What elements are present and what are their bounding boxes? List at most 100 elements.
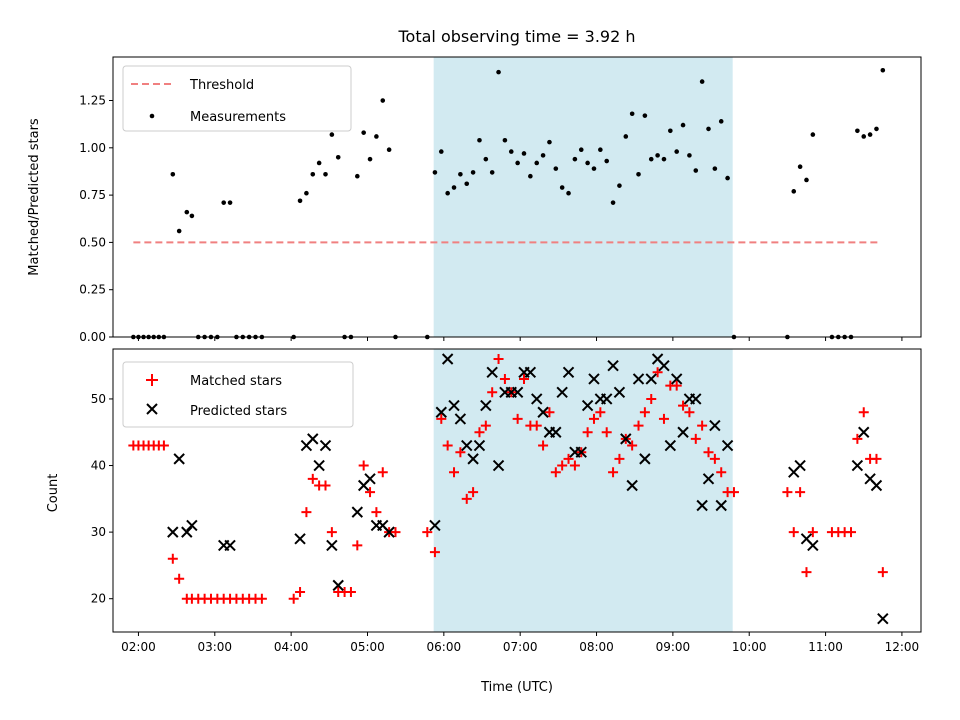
count-panel-marks (128, 353, 889, 625)
matched-point (449, 467, 460, 478)
matched-point (690, 433, 701, 444)
matched-point (531, 420, 542, 431)
matched-point (544, 407, 555, 418)
predicted-point (511, 386, 524, 398)
measurement-point (874, 126, 879, 132)
matched-point (703, 447, 714, 458)
x-tick-label: 09:00 (656, 640, 691, 654)
matched-point (595, 407, 606, 418)
measurement-point (791, 189, 797, 194)
predicted-point (319, 439, 332, 452)
ratio-panel-marks (131, 67, 886, 340)
ratio-y-tick-label: 1.00 (79, 141, 106, 155)
predicted-point (531, 393, 543, 405)
predicted-point (364, 473, 376, 485)
predicted-point (664, 439, 677, 452)
predicted-point (696, 499, 708, 512)
measurement-point (464, 181, 470, 187)
measurement-point (585, 160, 590, 166)
measurement-point (880, 67, 886, 73)
predicted-point (626, 479, 638, 492)
measurement-point (386, 147, 392, 153)
predicted-stars-series (167, 353, 889, 625)
matched-point (601, 427, 612, 438)
predicted-point (461, 439, 473, 452)
x-tick-label: 11:00 (808, 640, 843, 654)
predicted-point (851, 459, 864, 472)
matched-point (639, 407, 650, 418)
ratio-panel-frame (112, 56, 922, 338)
measurement-point (797, 164, 803, 170)
measurement-point (329, 132, 335, 137)
ratio-y-tick-label: 0.50 (79, 235, 106, 249)
matched-point (671, 380, 682, 391)
predicted-point (702, 473, 715, 485)
ratio-panel-x-ticks (137, 337, 903, 341)
matched-point (422, 527, 433, 538)
matched-point (852, 433, 863, 444)
count-y-tick-label: 30 (91, 525, 106, 539)
matched-point (487, 387, 498, 398)
measurement-point (861, 134, 867, 139)
measurement-point (725, 175, 730, 181)
predicted-point (575, 446, 587, 458)
matched-point (499, 373, 510, 384)
measurement-point (489, 170, 495, 175)
count-panel-highlight-span (433, 349, 733, 632)
matched-point (588, 413, 599, 424)
legend-predicted-swatch (146, 403, 158, 415)
measurement-point (445, 190, 450, 196)
measurement-point (483, 156, 489, 162)
x-tick-label: 05:00 (350, 640, 385, 654)
measurement-point (578, 147, 584, 153)
measurement-point (604, 158, 610, 164)
measurement-point (355, 173, 360, 179)
predicted-point (351, 506, 364, 518)
predicted-point (670, 373, 683, 385)
matched-point (877, 567, 888, 578)
matched-point (468, 487, 479, 498)
matched-point (569, 460, 580, 471)
ratio-y-tick-label: 0.25 (79, 283, 106, 297)
measurement-point (470, 170, 476, 175)
measurement-point (458, 171, 463, 177)
matched-point (697, 420, 708, 431)
matched-point (480, 420, 491, 431)
legend-measurements-swatch (149, 113, 155, 119)
measurement-point (648, 156, 654, 162)
count-y-axis-label: Count (46, 474, 61, 513)
count-y-tick-label: 20 (91, 592, 106, 606)
measurement-point (655, 153, 660, 158)
matched-point (442, 440, 453, 451)
matched-point (807, 527, 818, 538)
matched-point (377, 467, 388, 478)
predicted-point (562, 366, 575, 379)
matched-point (493, 353, 504, 364)
measurement-point (438, 149, 444, 154)
matched-point (550, 467, 561, 478)
count-y-tick-label: 50 (91, 392, 106, 406)
matched-point (709, 453, 720, 464)
ratio-y-tick-label: 0.75 (79, 188, 106, 202)
measurement-point (598, 147, 603, 153)
matched-point (301, 507, 312, 518)
measurement-point (451, 185, 457, 190)
x-tick-label: 03:00 (197, 640, 232, 654)
matched-point (429, 547, 440, 558)
predicted-point (537, 406, 549, 418)
predicted-point (581, 399, 594, 412)
predicted-point (167, 526, 179, 538)
legend-matched-swatch (146, 374, 158, 386)
matched-point (795, 487, 806, 498)
matched-point (658, 413, 669, 424)
predicted-point (486, 366, 498, 379)
measurement-point (547, 139, 552, 145)
matched-point (557, 460, 568, 471)
predicted-point (613, 386, 626, 398)
matched-point (358, 460, 369, 471)
measurement-point (521, 151, 527, 156)
predicted-point (556, 386, 568, 398)
matched-point (352, 540, 363, 551)
count-panel-y-ticks: 20 30 40 50 (91, 392, 113, 606)
matched-point (295, 587, 306, 598)
